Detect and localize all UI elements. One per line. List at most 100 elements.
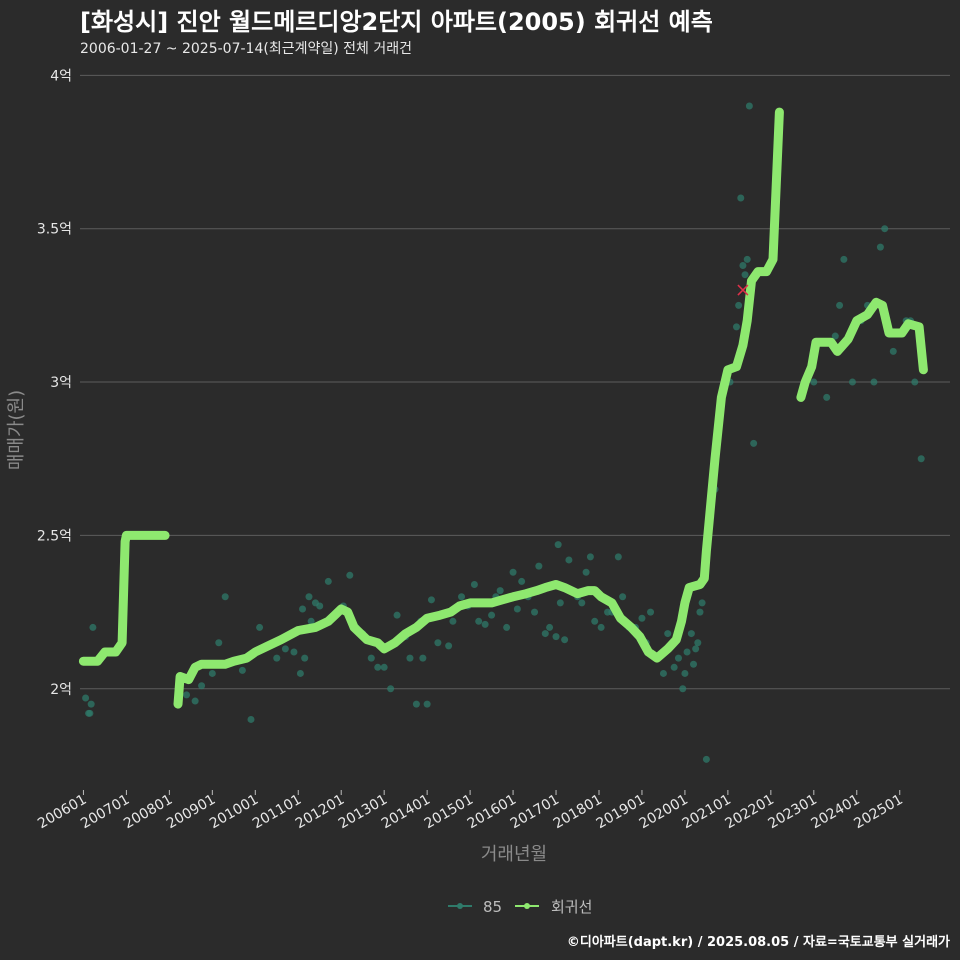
data-point-85 bbox=[247, 715, 255, 723]
outlier-markers bbox=[737, 284, 749, 296]
data-point-85 bbox=[732, 323, 740, 331]
data-point-85 bbox=[681, 669, 689, 677]
data-point-85 bbox=[299, 605, 307, 613]
data-point-85 bbox=[679, 685, 687, 693]
data-point-85 bbox=[696, 608, 704, 616]
data-point-85 bbox=[823, 393, 831, 401]
data-point-85 bbox=[488, 611, 496, 619]
data-point-85 bbox=[670, 663, 678, 671]
y-tick-label: 4억 bbox=[50, 68, 72, 84]
data-point-85 bbox=[561, 636, 569, 644]
data-point-85 bbox=[694, 639, 702, 647]
x-tick-label: 201701 bbox=[508, 792, 562, 833]
data-point-85 bbox=[578, 599, 586, 607]
data-point-85 bbox=[183, 691, 191, 699]
data-point-85 bbox=[614, 553, 622, 561]
x-tick-label: 201301 bbox=[336, 792, 390, 833]
data-point-85 bbox=[324, 577, 332, 585]
data-point-85 bbox=[750, 439, 758, 447]
x-tick-label: 201501 bbox=[422, 792, 476, 833]
data-point-85 bbox=[690, 660, 698, 668]
credit-text: ©디아파트(dapt.kr) / 2025.08.05 / 자료=국토교통부 실… bbox=[566, 935, 950, 950]
data-point-85 bbox=[449, 617, 457, 625]
data-point-85 bbox=[380, 663, 388, 671]
data-point-85 bbox=[535, 562, 543, 570]
data-point-85 bbox=[889, 347, 897, 355]
y-tick-label: 2억 bbox=[50, 682, 72, 698]
data-point-85 bbox=[674, 654, 682, 662]
data-point-85 bbox=[215, 639, 223, 647]
legend-label-85: 85 bbox=[483, 898, 502, 916]
data-point-85 bbox=[692, 645, 700, 653]
x-tick-label: 202201 bbox=[723, 792, 777, 833]
x-tick-label: 200701 bbox=[78, 792, 132, 833]
data-point-85 bbox=[503, 623, 511, 631]
data-point-85 bbox=[316, 602, 324, 610]
x-tick-label: 201401 bbox=[379, 792, 433, 833]
data-point-85 bbox=[597, 623, 605, 631]
y-axis-ticks: 2억 2.5억 3억 3.5억 4억 bbox=[37, 68, 72, 697]
x-tick-label: 202401 bbox=[808, 792, 862, 833]
data-point-85 bbox=[305, 593, 313, 601]
data-point-85 bbox=[191, 697, 199, 705]
x-tick-label: 201801 bbox=[551, 792, 605, 833]
legend-item-regression: 회귀선 bbox=[515, 898, 592, 916]
data-point-85 bbox=[840, 255, 848, 263]
data-point-85 bbox=[848, 378, 856, 386]
data-point-85 bbox=[737, 194, 745, 202]
data-point-85 bbox=[367, 654, 375, 662]
x-tick-label: 202101 bbox=[680, 792, 734, 833]
data-point-85 bbox=[531, 608, 539, 616]
data-point-85 bbox=[647, 608, 655, 616]
regression-line bbox=[78, 530, 170, 666]
data-point-85 bbox=[412, 700, 420, 708]
regression-line bbox=[173, 107, 784, 709]
data-point-85 bbox=[296, 669, 304, 677]
legend: 85 회귀선 bbox=[448, 898, 592, 916]
data-point-85 bbox=[554, 541, 562, 549]
data-point-85 bbox=[273, 654, 281, 662]
x-tick-label: 201901 bbox=[594, 792, 648, 833]
data-point-85 bbox=[698, 599, 706, 607]
data-point-85 bbox=[496, 587, 504, 595]
data-point-85 bbox=[683, 648, 691, 656]
x-tick-label: 200601 bbox=[35, 792, 89, 833]
data-point-85 bbox=[281, 645, 289, 653]
data-point-85 bbox=[735, 301, 743, 309]
data-point-85 bbox=[741, 271, 749, 279]
page-title: [화성시] 진안 월드메르디앙2단지 아파트(2005) 회귀선 예측 bbox=[80, 8, 713, 36]
data-point-85 bbox=[659, 669, 667, 677]
data-point-85 bbox=[745, 102, 753, 110]
regression-series bbox=[78, 107, 928, 709]
gridlines bbox=[80, 74, 950, 690]
data-point-85 bbox=[458, 593, 466, 601]
legend-item-85: 85 bbox=[448, 898, 502, 916]
data-point-85 bbox=[702, 755, 710, 763]
x-tick-label: 202001 bbox=[637, 792, 691, 833]
data-point-85 bbox=[541, 630, 549, 638]
data-point-85 bbox=[208, 669, 216, 677]
data-point-85 bbox=[591, 617, 599, 625]
x-tick-label: 201601 bbox=[465, 792, 519, 833]
data-point-85 bbox=[346, 571, 354, 579]
data-point-85 bbox=[387, 685, 395, 693]
data-point-85 bbox=[89, 623, 97, 631]
y-axis-label: 매매가(원) bbox=[6, 390, 27, 470]
x-axis-label: 거래년월 bbox=[481, 844, 547, 865]
data-point-85 bbox=[836, 301, 844, 309]
outlier-marker bbox=[737, 284, 749, 296]
x-tick-label: 201101 bbox=[250, 792, 304, 833]
data-point-85 bbox=[256, 623, 264, 631]
data-point-85 bbox=[290, 648, 298, 656]
data-point-85 bbox=[881, 225, 889, 233]
x-tick-label: 202301 bbox=[766, 792, 820, 833]
x-tick-label: 202501 bbox=[851, 792, 905, 833]
data-point-85 bbox=[87, 700, 95, 708]
regression-line bbox=[796, 297, 928, 402]
data-point-85 bbox=[917, 455, 925, 463]
y-tick-label: 2.5억 bbox=[37, 528, 72, 544]
data-point-85 bbox=[86, 709, 94, 717]
data-point-85 bbox=[82, 694, 90, 702]
x-axis-ticks: 2006012007012008012009012010012011012012… bbox=[35, 790, 906, 832]
data-point-85 bbox=[586, 553, 594, 561]
